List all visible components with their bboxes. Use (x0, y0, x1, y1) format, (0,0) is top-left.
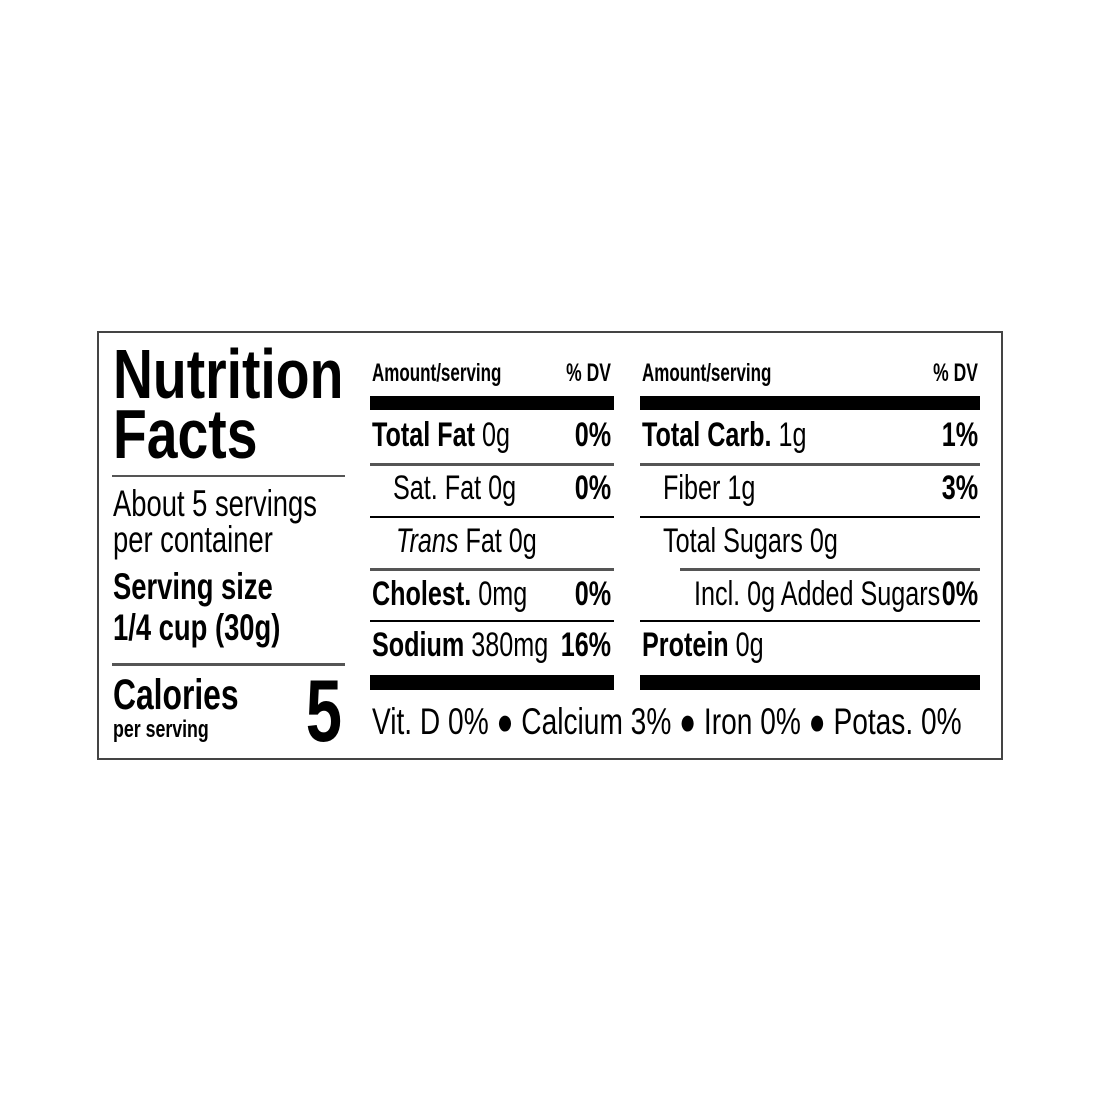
added-sugars-row: Incl. 0g Added Sugars (694, 575, 941, 613)
total-fat-row: Total Fat 0g (372, 416, 510, 454)
total-carb-row: Total Carb. 1g (642, 416, 807, 454)
thick-bar (370, 396, 614, 410)
added-sugars-dv: 0% (941, 575, 978, 613)
dv-header: % DV (566, 359, 611, 387)
divider (370, 516, 614, 518)
protein-row: Protein 0g (642, 626, 764, 664)
calories-value: 5 (305, 661, 342, 760)
thick-bar (640, 396, 980, 410)
servings-per-container-2: per container (113, 519, 273, 560)
sodium-dv: 16% (560, 626, 611, 664)
total-carb-dv: 1% (941, 416, 978, 454)
divider (640, 620, 980, 622)
calories-per-serving: per serving (113, 716, 209, 743)
divider (112, 663, 345, 666)
trans-fat-row: Trans Fat 0g (396, 522, 537, 560)
serving-size-value: 1/4 cup (30g) (113, 607, 281, 648)
thick-bar (370, 675, 614, 690)
vitamins-minerals: Vit. D 0% ● Calcium 3% ● Iron 0% ● Potas… (372, 701, 962, 742)
divider (112, 475, 345, 477)
divider (370, 463, 614, 466)
title-facts: Facts (113, 395, 258, 473)
fiber-dv: 3% (941, 469, 978, 507)
serving-size-label: Serving size (113, 566, 273, 607)
cholesterol-dv: 0% (574, 575, 611, 613)
divider (640, 463, 980, 466)
total-fat-dv: 0% (574, 416, 611, 454)
sat-fat-row: Sat. Fat 0g (393, 469, 517, 507)
calories-label: Calories (113, 671, 239, 719)
thick-bar (640, 675, 980, 690)
amount-header-right: Amount/serving (642, 359, 772, 387)
cholesterol-row: Cholest. 0mg (372, 575, 528, 613)
divider (680, 568, 980, 571)
divider (370, 568, 614, 571)
amount-header: Amount/serving (372, 359, 502, 387)
divider (370, 620, 614, 622)
nutrition-facts-label (97, 331, 1003, 760)
sodium-row: Sodium 380mg (372, 626, 549, 664)
divider (640, 516, 980, 518)
total-sugars-row: Total Sugars 0g (663, 522, 838, 560)
title-nutrition: Nutrition (113, 335, 344, 413)
dv-header-right: % DV (933, 359, 978, 387)
servings-per-container: About 5 servings (113, 483, 317, 524)
sat-fat-dv: 0% (574, 469, 611, 507)
fiber-row: Fiber 1g (663, 469, 756, 507)
